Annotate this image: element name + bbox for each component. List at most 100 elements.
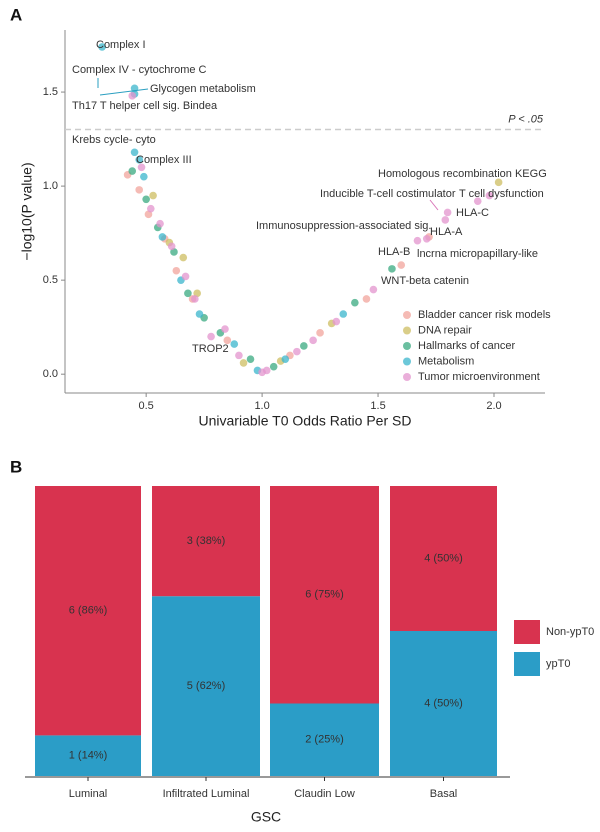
annotation: Homologous recombination KEGG bbox=[378, 168, 547, 180]
legend-label: Hallmarks of cancer bbox=[418, 340, 516, 352]
value-label: 4 (50%) bbox=[424, 552, 463, 564]
point bbox=[388, 265, 396, 273]
point bbox=[485, 191, 494, 200]
annotation: Immunosuppression-associated sig. bbox=[256, 220, 431, 232]
legend-label: Bladder cancer risk models bbox=[418, 309, 551, 321]
point bbox=[309, 336, 317, 345]
annotation: HLA-B bbox=[378, 246, 410, 258]
point bbox=[135, 155, 144, 164]
point bbox=[167, 242, 176, 251]
value-label: 1 (14%) bbox=[69, 750, 108, 762]
point bbox=[441, 216, 450, 224]
point bbox=[184, 289, 192, 298]
x-tick-label: Infiltrated Luminal bbox=[163, 788, 250, 800]
point bbox=[181, 272, 190, 281]
annotation: Inducible T-cell costimulator bbox=[320, 188, 456, 200]
legend-label: Tumor microenvironment bbox=[418, 371, 540, 383]
point bbox=[137, 163, 146, 172]
y-axis-label: −log10(P value) bbox=[19, 162, 35, 260]
x-tick-label: Claudin Low bbox=[294, 788, 355, 800]
point bbox=[130, 148, 139, 157]
legend-marker bbox=[403, 373, 411, 381]
point bbox=[362, 295, 371, 303]
x-tick-label: Luminal bbox=[69, 788, 108, 800]
annotation: Glycogen metabolism bbox=[150, 83, 256, 95]
annotation: T cell dysfunction bbox=[459, 188, 544, 200]
x-axis-label: GSC bbox=[251, 809, 281, 825]
point bbox=[235, 351, 243, 360]
annotation: Complex III bbox=[136, 154, 192, 166]
point bbox=[98, 43, 106, 51]
bar-segment bbox=[390, 631, 497, 776]
x-tick-label: 1.5 bbox=[370, 400, 385, 412]
point bbox=[140, 172, 148, 181]
y-tick-label: 1.0 bbox=[43, 180, 58, 192]
annotation: HLA-A bbox=[430, 226, 463, 238]
legend-label: Metabolism bbox=[418, 355, 474, 367]
legend-label: ypT0 bbox=[546, 658, 570, 670]
x-tick-label: 0.5 bbox=[139, 400, 154, 412]
point bbox=[172, 266, 181, 275]
value-label: 2 (25%) bbox=[305, 734, 344, 746]
point bbox=[195, 310, 204, 318]
point bbox=[269, 362, 278, 371]
legend-marker bbox=[403, 326, 411, 335]
value-label: 3 (38%) bbox=[187, 535, 226, 547]
leader-line bbox=[99, 88, 149, 96]
annotation: TROP2 bbox=[192, 343, 229, 355]
legend-label: Non-ypT0 bbox=[546, 626, 594, 638]
point bbox=[316, 329, 324, 337]
annotation: lncrna micropapillary-like bbox=[417, 248, 538, 260]
y-tick-label: 1.5 bbox=[43, 86, 58, 98]
annotation: Th17 T helper cell sig. Bindea bbox=[72, 100, 218, 112]
legend-label: DNA repair bbox=[418, 324, 472, 336]
point bbox=[413, 236, 422, 245]
point bbox=[422, 234, 431, 243]
point bbox=[246, 355, 255, 363]
point bbox=[158, 233, 167, 241]
x-tick-label: Basal bbox=[430, 788, 458, 800]
point bbox=[179, 253, 188, 262]
point bbox=[156, 219, 164, 228]
legend-marker bbox=[403, 311, 411, 319]
annotation: HLA-C bbox=[456, 207, 489, 219]
point bbox=[135, 186, 144, 194]
point bbox=[293, 347, 301, 356]
leader-line bbox=[429, 199, 439, 211]
value-label: 4 (50%) bbox=[424, 697, 463, 709]
point bbox=[281, 355, 290, 363]
legend-marker bbox=[403, 357, 411, 366]
y-tick-label: 0.0 bbox=[43, 368, 58, 380]
point bbox=[494, 178, 503, 187]
value-label: 6 (75%) bbox=[305, 589, 344, 601]
point bbox=[443, 208, 452, 217]
legend-marker bbox=[403, 342, 411, 350]
y-tick-label: 0.5 bbox=[43, 274, 58, 286]
point bbox=[473, 197, 482, 205]
panel-label: B bbox=[10, 457, 22, 476]
bar-segment bbox=[270, 486, 379, 704]
panel-label: A bbox=[10, 5, 22, 24]
point bbox=[128, 92, 137, 100]
value-label: 5 (62%) bbox=[187, 680, 226, 692]
bar-segment bbox=[152, 486, 260, 597]
bar-segment bbox=[35, 486, 141, 736]
annotation: Complex IV - cytochrome C bbox=[72, 64, 207, 76]
point bbox=[262, 366, 271, 375]
x-axis-label: Univariable T0 Odds Ratio Per SD bbox=[199, 413, 412, 429]
point bbox=[397, 261, 406, 269]
point bbox=[332, 317, 341, 326]
bar-segment bbox=[390, 486, 497, 631]
point bbox=[339, 310, 348, 318]
annotation: WNT-beta catenin bbox=[381, 275, 469, 287]
x-tick-label: 1.0 bbox=[254, 400, 269, 412]
bar-segment bbox=[270, 703, 379, 776]
value-label: 6 (86%) bbox=[69, 605, 108, 617]
point bbox=[239, 359, 248, 367]
point bbox=[142, 195, 150, 204]
x-tick-label: 2.0 bbox=[486, 400, 501, 412]
annotation: Krebs cycle- cyto bbox=[72, 134, 156, 146]
point bbox=[369, 285, 378, 294]
legend-swatch bbox=[514, 652, 540, 676]
